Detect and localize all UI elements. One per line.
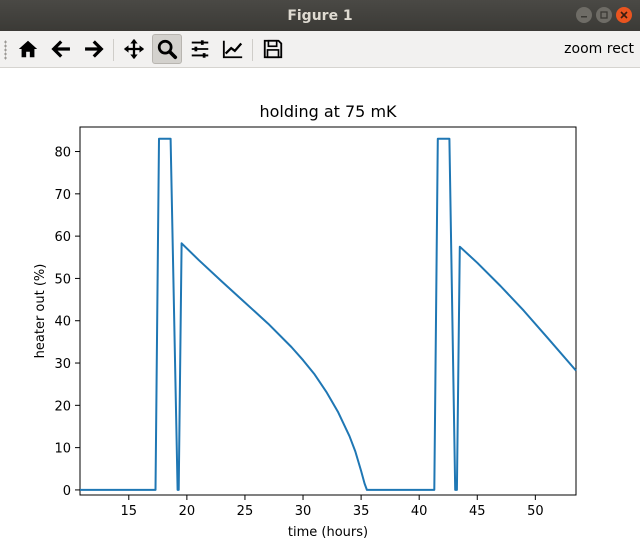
- series-line: [80, 137, 577, 491]
- back-button[interactable]: [46, 34, 76, 64]
- x-tick-label: 50: [527, 504, 544, 519]
- line-chart-icon: [222, 40, 243, 59]
- y-tick-label: 10: [54, 442, 71, 457]
- window-title: Figure 1: [287, 7, 353, 24]
- pan-button[interactable]: [119, 34, 149, 64]
- x-tick-label: 20: [179, 504, 196, 519]
- y-tick-label: 20: [54, 399, 71, 414]
- floppy-icon: [263, 39, 283, 59]
- y-axis-label: heater out (%): [33, 264, 48, 359]
- close-icon: [620, 11, 628, 19]
- toolbar-mode-text: zoom rect: [564, 41, 634, 57]
- y-tick-label: 60: [54, 230, 71, 245]
- toolbar-separator: [113, 39, 114, 61]
- y-tick-label: 50: [54, 272, 71, 287]
- subplots-button[interactable]: [185, 34, 215, 64]
- y-tick-label: 70: [54, 188, 71, 203]
- x-tick-label: 15: [121, 504, 138, 519]
- edit-axes-button[interactable]: [218, 34, 248, 64]
- move-icon: [123, 38, 145, 60]
- window-controls: [576, 7, 632, 23]
- x-axis-label: time (hours): [288, 525, 368, 540]
- minimize-button[interactable]: [576, 7, 592, 23]
- arrow-left-icon: [51, 40, 70, 58]
- x-tick-label: 40: [411, 504, 428, 519]
- y-tick-label: 0: [63, 484, 71, 499]
- home-icon: [18, 40, 38, 58]
- home-button[interactable]: [13, 34, 43, 64]
- axis-ticks: 15 20 25 30 35 40 45 50 0 10 20 30 40 50 60 70 80: [54, 146, 543, 519]
- maximize-button[interactable]: [596, 7, 612, 23]
- magnifier-icon: [157, 39, 178, 60]
- save-button[interactable]: [258, 34, 288, 64]
- toolbar-grip[interactable]: [4, 40, 7, 60]
- window-titlebar: Figure 1: [0, 0, 640, 31]
- x-tick-label: 35: [353, 504, 370, 519]
- plot-area[interactable]: [79, 126, 577, 496]
- close-button[interactable]: [616, 7, 632, 23]
- sliders-icon: [191, 40, 209, 58]
- minimize-icon: [581, 16, 587, 18]
- figure-canvas[interactable]: holding at 75 mK time (hours) heater out…: [0, 68, 640, 549]
- x-tick-label: 25: [237, 504, 254, 519]
- arrow-right-icon: [85, 40, 104, 58]
- forward-button[interactable]: [79, 34, 109, 64]
- navigation-toolbar: [0, 31, 640, 68]
- maximize-icon: [600, 11, 608, 19]
- y-tick-label: 40: [54, 315, 71, 330]
- zoom-button[interactable]: [152, 34, 182, 64]
- y-tick-label: 80: [54, 146, 71, 161]
- toolbar-separator: [252, 39, 253, 61]
- chart-title: holding at 75 mK: [259, 102, 397, 121]
- x-tick-label: 30: [295, 504, 312, 519]
- x-tick-label: 45: [469, 504, 486, 519]
- y-tick-label: 30: [54, 357, 71, 372]
